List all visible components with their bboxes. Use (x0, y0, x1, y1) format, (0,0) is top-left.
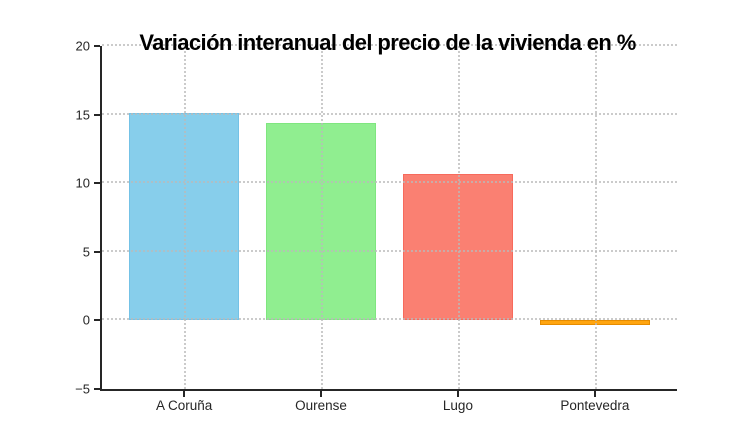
chart-title: Variación interanual del precio de la vi… (139, 30, 636, 55)
y-tick-label: 15 (75, 107, 90, 123)
plot-area: −5 0 5 10 15 20 A Coruña Ourense Lugo Pontevedra (75, 39, 677, 413)
y-tick-label: −5 (75, 381, 90, 397)
y-tick-label: 20 (75, 38, 90, 54)
y-tick-label: 10 (75, 175, 90, 191)
bar-lugo (403, 173, 513, 321)
x-axis-tick (320, 391, 323, 397)
y-axis-tick (94, 388, 100, 390)
x-tick-label: Pontevedra (560, 398, 630, 413)
y-axis-tick (94, 45, 100, 47)
bar-pontevedra (540, 320, 650, 325)
x-tick-label: A Coruña (155, 398, 213, 413)
y-axis-tick (94, 113, 100, 116)
x-axis-tick (456, 391, 459, 397)
x-axis-tick (183, 391, 186, 397)
x-tick-label: Ourense (295, 398, 347, 413)
y-tick-label: 5 (82, 244, 90, 260)
x-tick-label: Lugo (442, 398, 473, 413)
y-tick-label: 0 (82, 312, 90, 328)
bar-a-coruna (129, 113, 239, 321)
v-gridline (594, 46, 597, 389)
y-axis-tick (94, 319, 100, 322)
x-axis-tick (593, 391, 596, 397)
y-axis-tick (94, 182, 100, 185)
bar-ourense (266, 122, 376, 321)
y-axis-tick (94, 250, 100, 253)
